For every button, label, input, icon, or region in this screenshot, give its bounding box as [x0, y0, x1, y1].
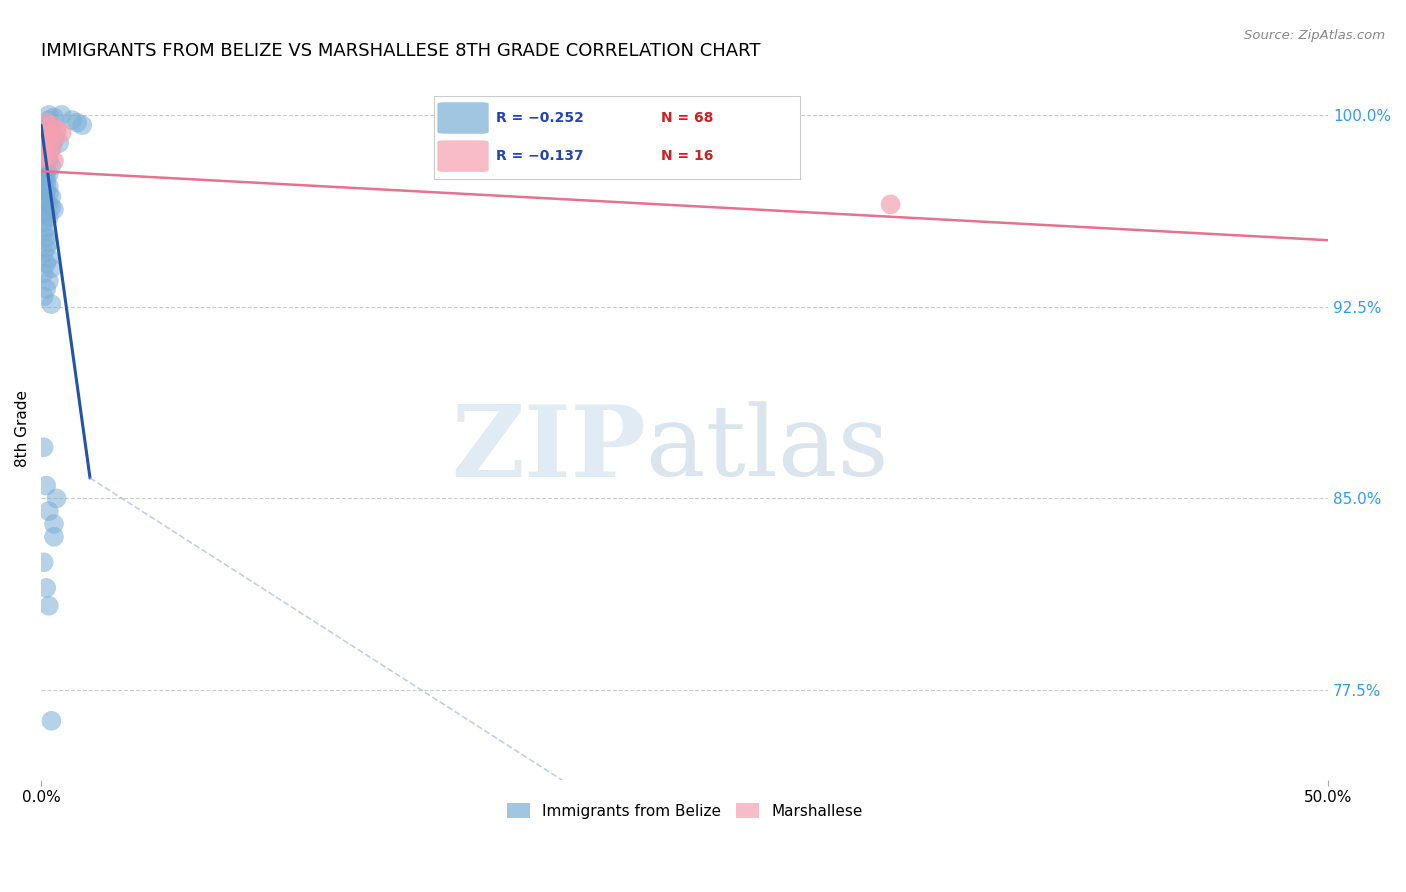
- Point: [35, 177, 58, 191]
- Point: [42, 530, 65, 544]
- Point: [32, 152, 55, 166]
- Point: [38, 251, 60, 265]
- Point: [35, 115, 58, 129]
- Point: [38, 504, 60, 518]
- Point: [51, 126, 73, 140]
- Y-axis label: 8th Grade: 8th Grade: [15, 390, 30, 467]
- Point: [35, 478, 58, 492]
- Point: [35, 282, 58, 296]
- Point: [38, 128, 60, 143]
- Point: [32, 440, 55, 454]
- Point: [32, 174, 55, 188]
- Point: [35, 256, 58, 270]
- Point: [32, 134, 55, 148]
- Text: IMMIGRANTS FROM BELIZE VS MARSHALLESE 8TH GRADE CORRELATION CHART: IMMIGRANTS FROM BELIZE VS MARSHALLESE 8T…: [41, 42, 761, 60]
- Point: [35, 164, 58, 178]
- Point: [41, 261, 63, 276]
- Point: [51, 108, 73, 122]
- Point: [48, 136, 70, 150]
- Point: [38, 197, 60, 211]
- Point: [66, 115, 89, 129]
- Point: [35, 241, 58, 255]
- Point: [32, 289, 55, 303]
- Point: [32, 128, 55, 143]
- Point: [38, 153, 60, 168]
- Point: [32, 246, 55, 260]
- Point: [72, 118, 94, 132]
- Point: [35, 194, 58, 209]
- Point: [45, 126, 67, 140]
- Point: [38, 179, 60, 194]
- Point: [35, 138, 58, 153]
- Point: [32, 205, 55, 219]
- Point: [38, 146, 60, 161]
- Text: Source: ZipAtlas.com: Source: ZipAtlas.com: [1244, 29, 1385, 42]
- Point: [38, 167, 60, 181]
- Point: [32, 161, 55, 176]
- Point: [60, 113, 83, 128]
- Point: [38, 187, 60, 202]
- Point: [32, 226, 55, 240]
- Point: [42, 516, 65, 531]
- Point: [41, 141, 63, 155]
- Point: [41, 200, 63, 214]
- Text: ZIP: ZIP: [451, 401, 645, 498]
- Point: [42, 131, 65, 145]
- Point: [38, 235, 60, 250]
- Point: [41, 714, 63, 728]
- Point: [35, 120, 58, 135]
- Point: [41, 190, 63, 204]
- Point: [32, 192, 55, 206]
- Point: [32, 182, 55, 196]
- Point: [41, 141, 63, 155]
- Text: atlas: atlas: [645, 401, 889, 497]
- Point: [32, 144, 55, 158]
- Point: [38, 108, 60, 122]
- Point: [32, 267, 55, 281]
- Point: [41, 159, 63, 173]
- Point: [38, 599, 60, 613]
- Point: [879, 197, 901, 211]
- Point: [41, 118, 63, 132]
- Point: [35, 230, 58, 244]
- Point: [32, 555, 55, 569]
- Point: [45, 123, 67, 137]
- Point: [41, 123, 63, 137]
- Point: [38, 131, 60, 145]
- Point: [35, 149, 58, 163]
- Point: [42, 202, 65, 217]
- Point: [32, 169, 55, 184]
- Point: [38, 113, 60, 128]
- Point: [35, 156, 58, 170]
- Point: [35, 220, 58, 235]
- Point: [42, 134, 65, 148]
- Point: [41, 297, 63, 311]
- Point: [38, 136, 60, 150]
- Point: [35, 208, 58, 222]
- Legend: Immigrants from Belize, Marshallese: Immigrants from Belize, Marshallese: [501, 797, 869, 825]
- Point: [32, 215, 55, 229]
- Point: [35, 581, 58, 595]
- Point: [32, 144, 55, 158]
- Point: [32, 152, 55, 166]
- Point: [42, 153, 65, 168]
- Point: [38, 146, 60, 161]
- Point: [35, 149, 58, 163]
- Point: [42, 111, 65, 125]
- Point: [38, 274, 60, 288]
- Point: [35, 138, 58, 153]
- Point: [38, 210, 60, 224]
- Point: [45, 491, 67, 506]
- Point: [35, 185, 58, 199]
- Point: [35, 172, 58, 186]
